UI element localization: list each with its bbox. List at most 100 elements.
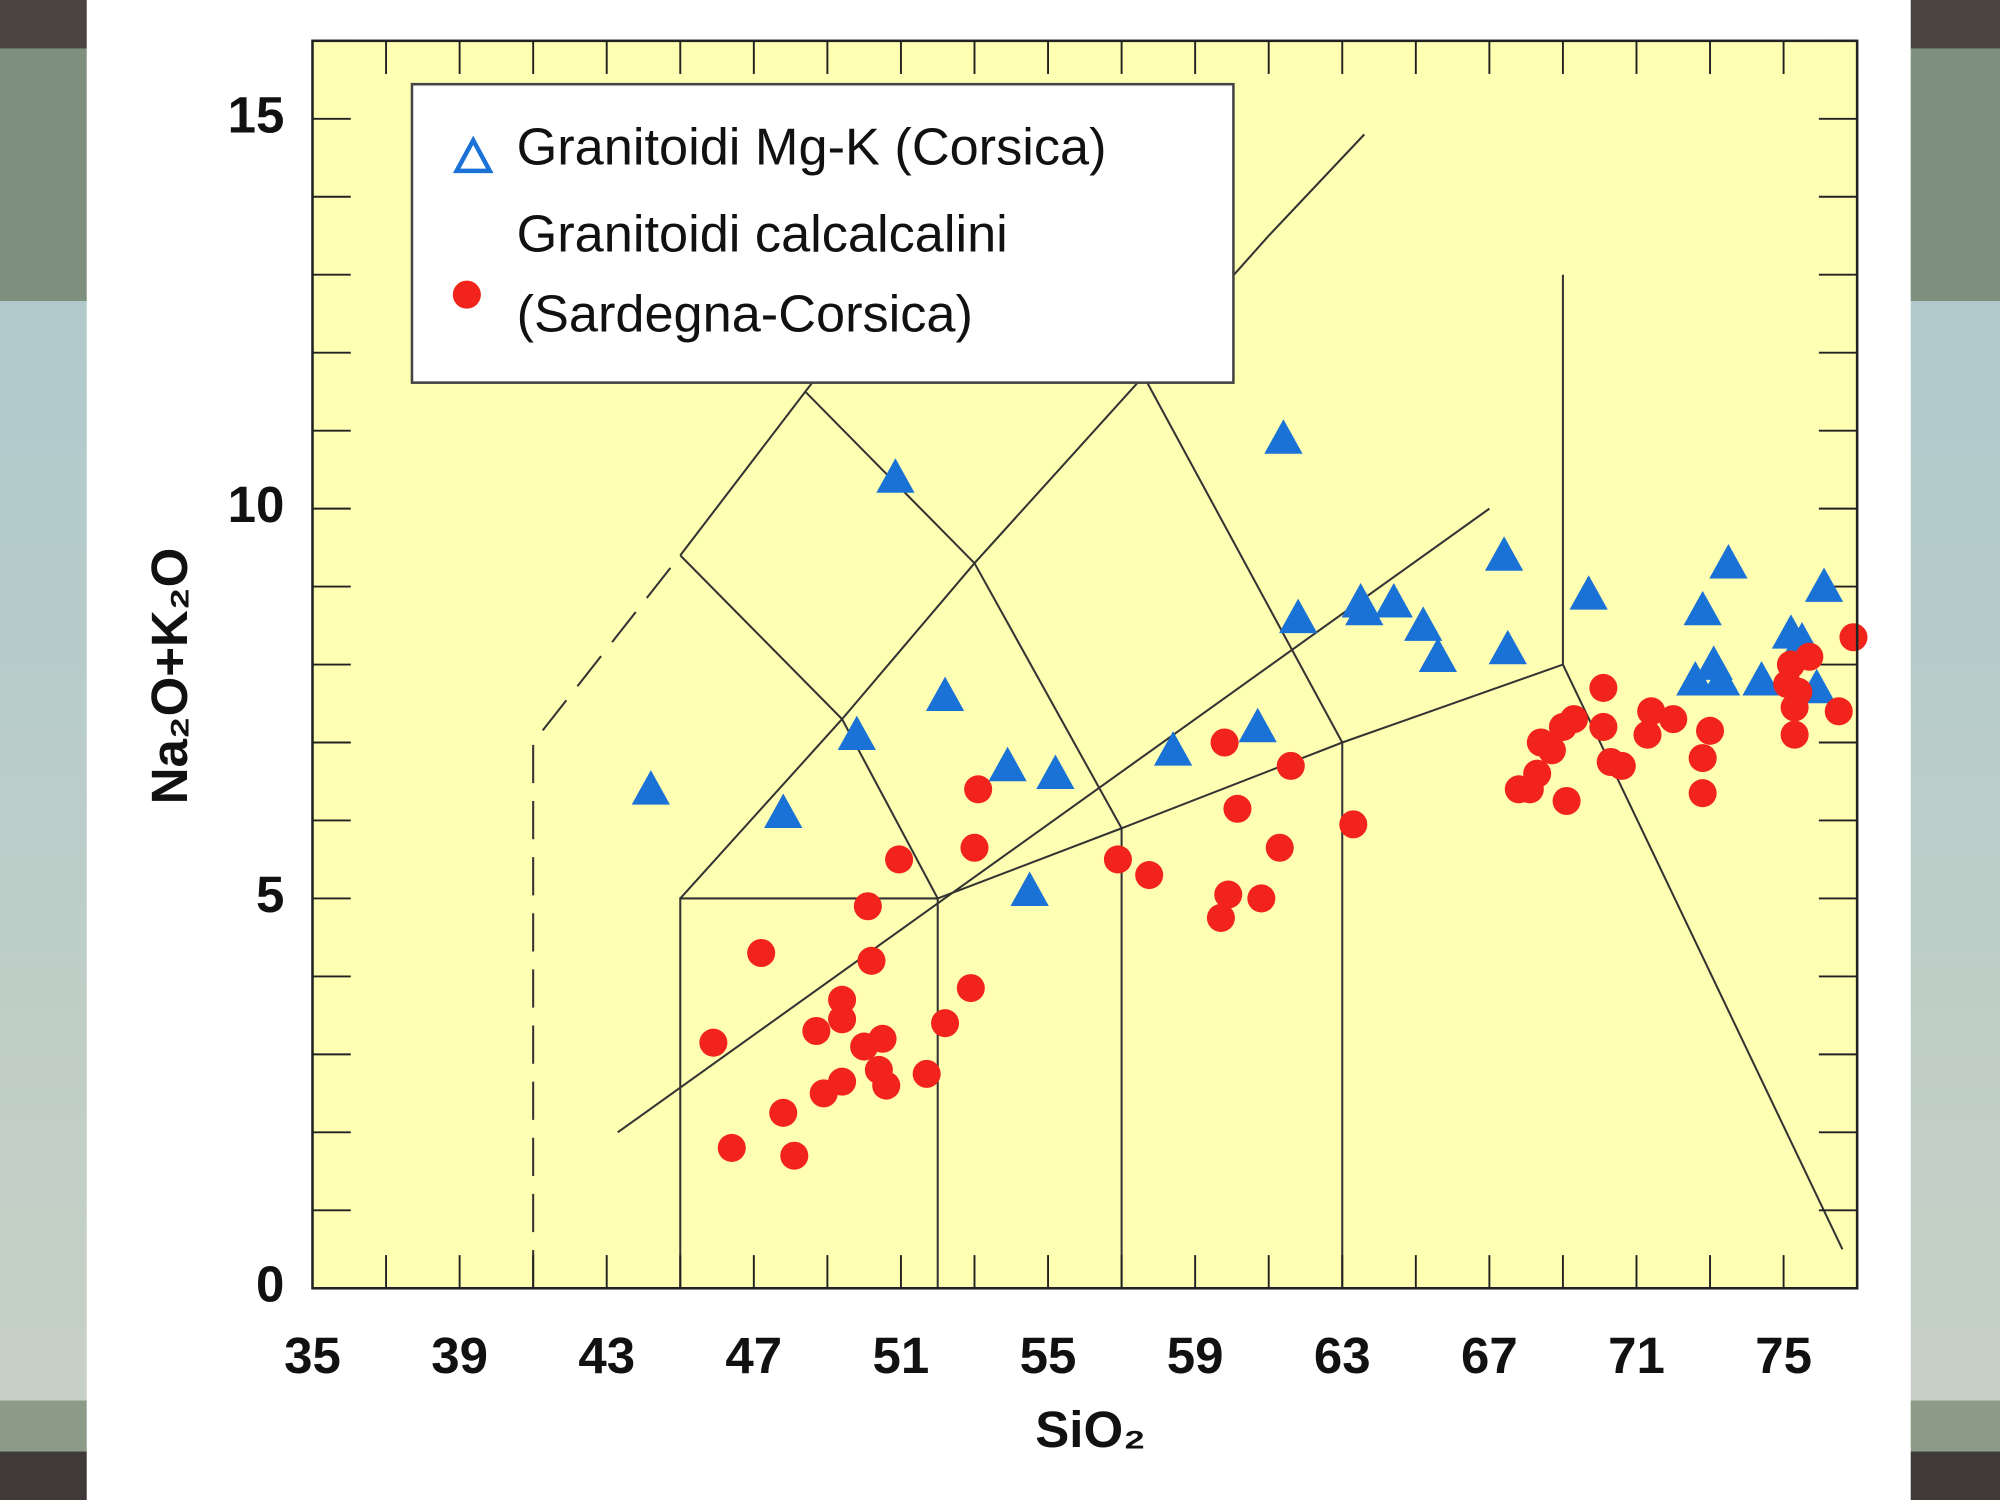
data-point — [1488, 629, 1527, 665]
y-tick-label: 10 — [228, 476, 285, 533]
legend-box — [410, 82, 1235, 384]
data-point — [1374, 583, 1413, 618]
field-boundary — [804, 390, 1123, 829]
data-point — [925, 676, 965, 712]
x-tick-label: 47 — [725, 1327, 782, 1384]
data-point — [1264, 419, 1303, 454]
x-tick-label: 43 — [578, 1327, 635, 1384]
x-tick-label: 59 — [1167, 1327, 1224, 1384]
data-point — [828, 1067, 857, 1096]
data-point — [1701, 661, 1741, 696]
data-point — [1135, 861, 1164, 890]
data-point — [837, 715, 876, 751]
field-boundary — [617, 507, 1490, 1134]
data-point — [956, 974, 985, 1003]
data-point — [1552, 786, 1581, 816]
data-point — [1696, 716, 1725, 745]
data-point — [885, 845, 914, 874]
plot-area: Granitoidi Mg-K (Corsica) Granitoidi calc… — [311, 39, 1868, 1290]
legend: Granitoidi Mg-K (Corsica) Granitoidi calc… — [412, 107, 1205, 355]
x-tick-label: 35 — [284, 1327, 341, 1384]
data-point — [1742, 661, 1781, 696]
data-point — [764, 793, 803, 828]
data-point — [912, 1059, 941, 1088]
y-axis-label: Na₂O+K₂O — [141, 548, 198, 805]
data-point — [1676, 661, 1715, 696]
data-point — [1010, 871, 1049, 906]
data-point — [1214, 880, 1243, 909]
legend-marker — [452, 135, 494, 174]
data-point — [1569, 575, 1608, 610]
data-point — [1589, 673, 1618, 702]
data-point — [1238, 707, 1277, 743]
data-point — [1247, 884, 1276, 913]
y-tick-label: 5 — [256, 866, 284, 923]
data-point — [1537, 736, 1566, 765]
data-point — [931, 1009, 960, 1038]
data-point — [1839, 623, 1868, 652]
legend-label: Granitoidi Mg-K (Corsica) — [516, 117, 1107, 177]
data-point — [828, 985, 857, 1014]
data-point — [1210, 728, 1239, 757]
data-point — [1103, 845, 1132, 874]
y-tick-label: 15 — [228, 86, 285, 143]
x-tick-label: 71 — [1608, 1327, 1665, 1384]
data-point — [747, 938, 776, 968]
data-point — [1784, 677, 1813, 706]
data-point — [1633, 720, 1662, 749]
data-point — [1824, 697, 1853, 726]
x-tick-label: 39 — [431, 1327, 488, 1384]
data-point — [1688, 744, 1717, 773]
data-point — [717, 1133, 746, 1162]
legend-entries: Granitoidi Mg-K (Corsica) Granitoidi calc… — [412, 107, 1205, 355]
data-point — [1795, 642, 1824, 671]
field-boundary — [679, 897, 939, 1289]
data-point — [988, 746, 1027, 782]
data-point — [802, 1016, 831, 1046]
x-tick-label: 63 — [1314, 1327, 1371, 1384]
data-point — [631, 770, 670, 805]
field-boundary — [679, 133, 1366, 900]
data-point — [1637, 697, 1666, 726]
data-point — [1683, 590, 1722, 626]
legend-marker — [452, 280, 481, 309]
data-point — [1559, 705, 1588, 734]
data-point — [1345, 590, 1384, 626]
data-point — [1804, 567, 1844, 602]
data-point — [868, 1024, 897, 1053]
data-point — [1523, 759, 1552, 788]
data-point — [964, 775, 993, 804]
x-tick-label: 55 — [1020, 1327, 1077, 1384]
data-point — [699, 1028, 728, 1057]
data-point — [1688, 779, 1717, 808]
data-point — [1339, 810, 1368, 839]
data-point — [769, 1098, 798, 1127]
data-point — [876, 458, 915, 493]
data-point — [853, 892, 882, 921]
data-point — [1709, 544, 1748, 579]
legend-label: Granitoidi calcalcalini (Sardegna-Corsic… — [516, 203, 1008, 344]
data-point — [872, 1071, 901, 1100]
field-boundary — [532, 554, 682, 1289]
data-point — [1589, 712, 1618, 741]
data-point — [1278, 598, 1318, 634]
data-point — [1223, 794, 1252, 823]
x-tick-label: 67 — [1461, 1327, 1518, 1384]
x-tick-label: 75 — [1755, 1327, 1812, 1384]
data-point — [1607, 751, 1636, 780]
data-point — [1484, 536, 1524, 571]
data-point — [1036, 754, 1075, 789]
data-point — [1780, 720, 1809, 749]
data-point — [960, 833, 989, 862]
data-point — [828, 1005, 857, 1034]
plot-frame — [311, 39, 1859, 1290]
field-boundary — [679, 554, 939, 899]
data-point — [780, 1141, 809, 1170]
data-point — [1404, 606, 1443, 641]
data-point — [1418, 637, 1458, 673]
data-point — [1276, 751, 1305, 780]
data-point — [1659, 705, 1688, 734]
y-tick-label: 0 — [256, 1256, 284, 1313]
